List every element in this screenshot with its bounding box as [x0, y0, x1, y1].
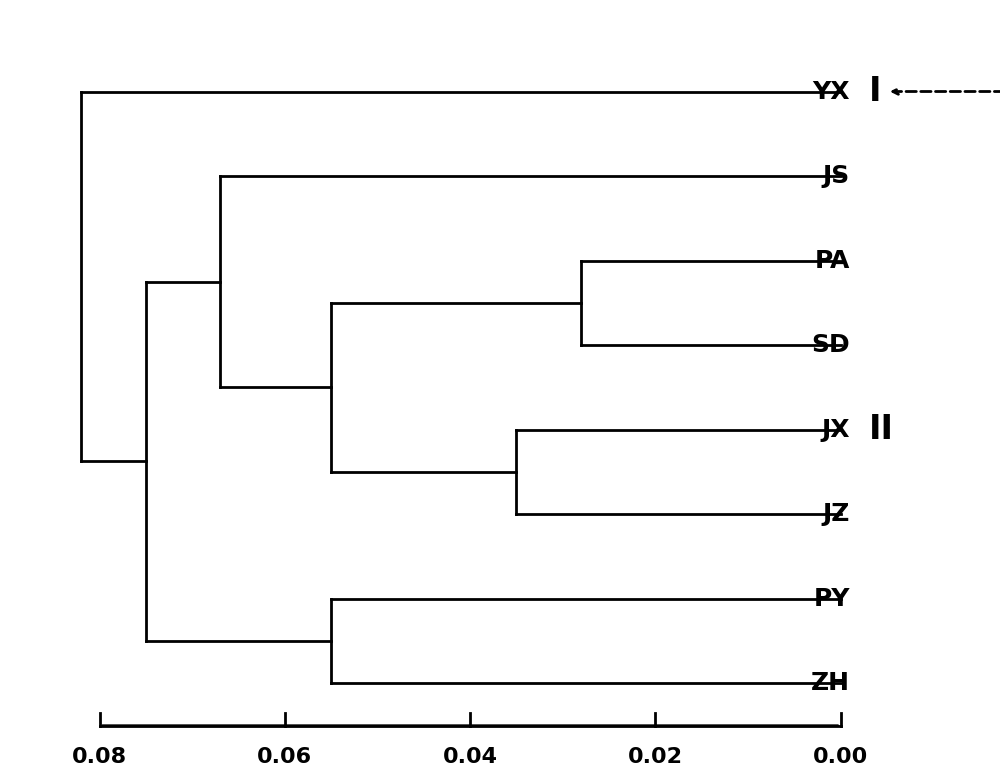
Text: 0.00: 0.00 [813, 747, 868, 767]
Text: JS: JS [823, 164, 850, 188]
Text: 0.02: 0.02 [628, 747, 683, 767]
Text: ZH: ZH [811, 672, 850, 696]
Text: YX: YX [812, 80, 850, 104]
Text: 0.04: 0.04 [443, 747, 498, 767]
Text: PA: PA [815, 249, 850, 273]
Text: 0.08: 0.08 [72, 747, 127, 767]
Text: JX: JX [821, 417, 850, 441]
Text: JZ: JZ [823, 502, 850, 526]
Text: 0.06: 0.06 [257, 747, 312, 767]
Text: II: II [868, 414, 893, 446]
Text: I: I [868, 75, 881, 108]
Text: SD: SD [811, 333, 850, 357]
Text: PY: PY [813, 587, 850, 611]
